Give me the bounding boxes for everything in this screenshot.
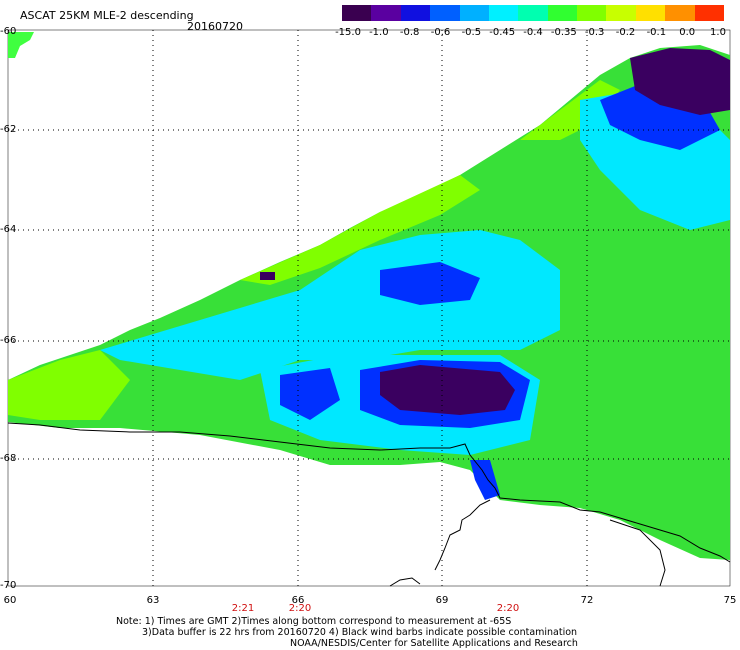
swath-blue-1 (380, 262, 480, 305)
swath-blue-coast (470, 460, 500, 500)
note-line-1: Note: 1) Times are GMT 2)Times along bot… (116, 616, 512, 627)
colorbar-tick-label: -1.0 (369, 27, 389, 38)
colorbar-swatch (665, 5, 696, 21)
map-title: ASCAT 25KM MLE-2 descending (20, 9, 194, 22)
lat-label-68: -68 (0, 453, 17, 464)
pass-time-3: 2:20 (496, 603, 520, 614)
colorbar-tick-label: -0.1 (646, 27, 667, 38)
colorbar-tick-label: -0.45 (489, 27, 516, 38)
coastline (7, 422, 731, 587)
colorbar-swatch (371, 5, 402, 21)
swath-purple-pixel (260, 272, 275, 280)
colorbar-swatch (577, 5, 607, 21)
colorbar-tick-label: 0.0 (679, 27, 696, 38)
swath-green-corner (8, 32, 34, 58)
lon-label-60: 60 (3, 595, 17, 606)
lon-label-66: 66 (291, 595, 305, 606)
coastline-small (389, 577, 421, 587)
swath-lime-west (8, 350, 130, 420)
colorbar-swatch (606, 5, 637, 21)
lat-label-64: -64 (0, 224, 17, 235)
lat-label-70: -70 (0, 580, 17, 591)
swath-lime-band (240, 175, 480, 285)
colorbar-swatch (488, 5, 519, 21)
swath-purple-northeast (630, 48, 730, 115)
colorbar-swatch (459, 5, 490, 21)
colorbar-tick-label: -0.35 (550, 27, 577, 38)
lat-lon-grid (8, 30, 730, 586)
lon-label-72: 72 (580, 595, 594, 606)
colorbar-tick-label: -0.3 (584, 27, 605, 38)
colorbar-tick-label: -0.5 (461, 27, 482, 38)
coastline-main (7, 422, 731, 563)
lon-label-69: 69 (435, 595, 449, 606)
colorbar-swatch (430, 5, 461, 21)
colorbar-swatch (518, 5, 549, 21)
swath-purple-south (380, 365, 515, 415)
lat-label-60: -60 (0, 26, 17, 37)
colorbar-swatch (694, 5, 725, 21)
lon-label-75: 75 (723, 595, 737, 606)
colorbar-tick-label: -15.0 (335, 27, 361, 38)
lon-label-63: 63 (146, 595, 160, 606)
note-line-2: 3)Data buffer is 22 hrs from 20160720 4)… (142, 627, 578, 638)
scatterometer-swath (8, 32, 730, 560)
pass-time-1: 2:21 (231, 603, 255, 614)
colorbar-tick-label: -0.8 (399, 27, 420, 38)
colorbar-swatch (400, 5, 431, 21)
colorbar-tick-label: -0.6 (430, 27, 451, 38)
colorbar-tick-label: 1.0 (710, 27, 726, 38)
lat-label-66: -66 (0, 335, 17, 346)
coastline-inlet (434, 499, 491, 571)
colorbar (342, 5, 725, 21)
colorbar-swatch (342, 5, 372, 21)
colorbar-swatch (547, 5, 578, 21)
coastline-island (609, 519, 666, 587)
colorbar-tick-label: -0.2 (615, 27, 636, 38)
colorbar-tick-label: -0.4 (523, 27, 543, 38)
pass-time-2: 2:20 (288, 603, 312, 614)
note-line-3: NOAA/NESDIS/Center for Satellite Applica… (290, 638, 578, 649)
swath-blue-2 (280, 368, 340, 420)
lat-label-62: -62 (0, 124, 17, 135)
colorbar-swatch (635, 5, 666, 21)
swath-lime-patch (520, 80, 620, 140)
